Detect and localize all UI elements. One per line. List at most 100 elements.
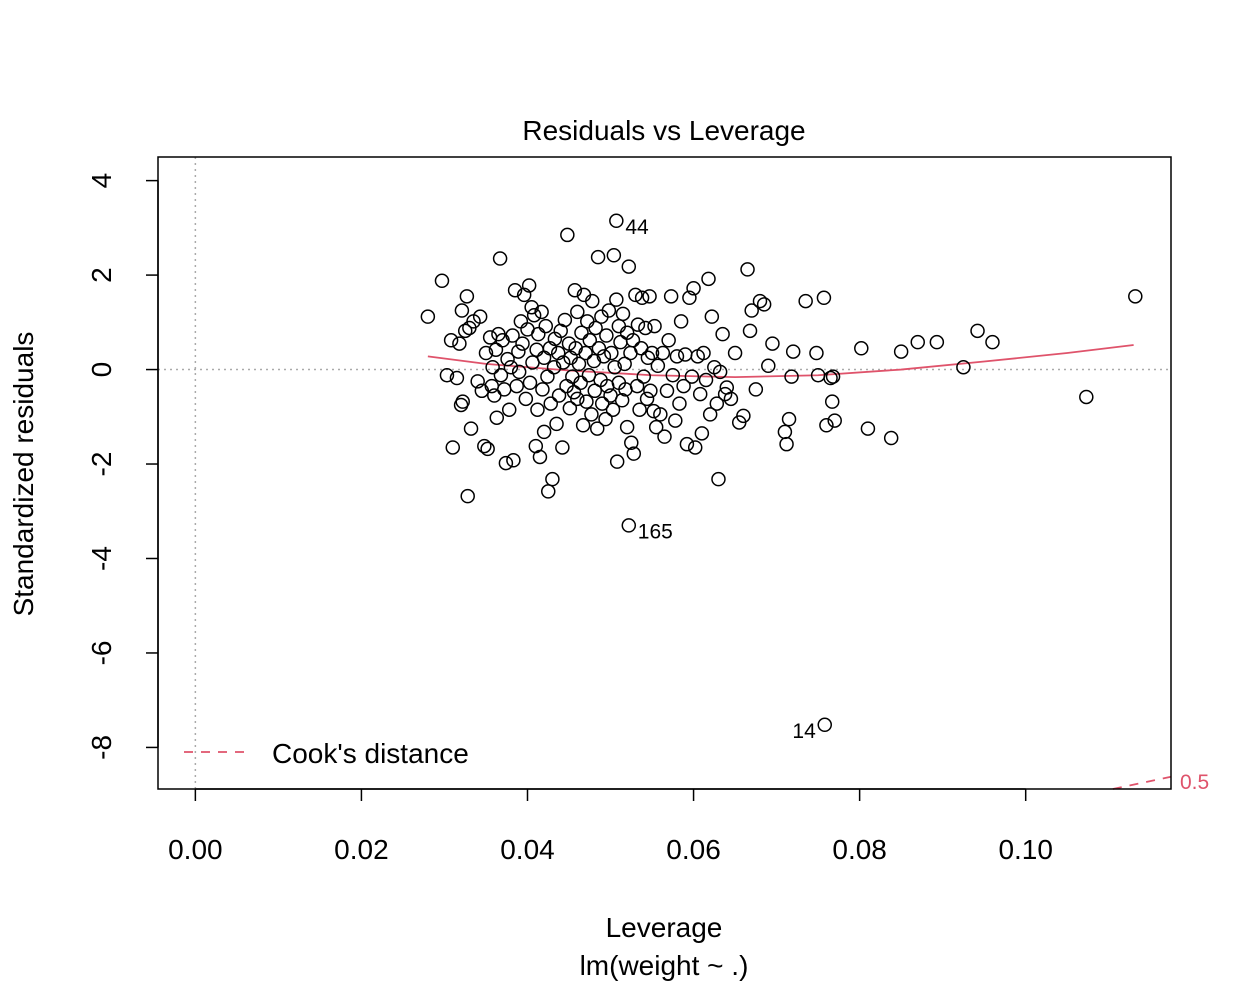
data-point: [511, 344, 526, 359]
data-point: [827, 413, 842, 428]
data-point: [498, 455, 514, 471]
data-point: [682, 290, 697, 306]
data-point: [854, 341, 869, 356]
data-point: [624, 435, 639, 451]
data-point: [470, 374, 485, 389]
data-point: [521, 278, 537, 293]
plot-frame: [157, 156, 1172, 790]
data-point: [605, 402, 621, 417]
data-point: [661, 333, 676, 348]
data-point: [883, 430, 899, 446]
data-point: [570, 391, 585, 407]
data-point: [526, 307, 542, 323]
data-point: [545, 471, 560, 487]
data-point: [824, 394, 840, 409]
data-point: [744, 303, 759, 318]
data-point: [500, 351, 515, 367]
x-tick-label: 0.04: [500, 834, 555, 865]
data-point: [560, 227, 575, 243]
point-labels-layer: 44 165 14: [625, 216, 816, 743]
legend-label-cooks-distance: Cook's distance: [272, 738, 469, 769]
data-point: [740, 262, 755, 277]
legend: Cook's distance: [184, 738, 469, 769]
data-point: [534, 304, 549, 320]
data-point: [457, 323, 473, 339]
data-point: [607, 359, 622, 375]
data-point: [970, 323, 985, 339]
x-tick-label: 0.08: [832, 834, 887, 865]
data-point: [434, 273, 450, 289]
points-layer: [420, 213, 1143, 733]
data-point: [634, 290, 650, 306]
y-axis-label: Standardized residuals: [8, 332, 39, 617]
data-point: [591, 341, 607, 356]
data-point: [672, 396, 687, 411]
data-point: [601, 303, 617, 318]
data-point: [455, 394, 470, 409]
data-point: [629, 378, 645, 394]
data-point: [765, 336, 780, 351]
data-point: [613, 334, 628, 350]
y-axis: 4 2 0 -2 -4 -6 -8: [86, 173, 159, 760]
chart-title: Residuals vs Leverage: [522, 115, 805, 146]
data-point: [1079, 389, 1094, 405]
data-point: [529, 342, 544, 357]
data-point: [636, 369, 651, 384]
smooth-line: [427, 344, 1134, 379]
data-point: [596, 349, 612, 364]
data-point: [472, 309, 488, 324]
x-tick-label: 0.06: [666, 834, 721, 865]
cooks-contour-layer: 0.5: [1112, 771, 1209, 794]
data-point: [574, 325, 589, 340]
data-point: [752, 293, 768, 309]
data-point: [723, 391, 739, 407]
data-point: [566, 384, 582, 400]
y-tick-label: 2: [86, 267, 117, 283]
data-point: [609, 213, 624, 229]
data-point: [678, 347, 693, 362]
data-point: [736, 408, 751, 424]
data-point: [756, 297, 772, 312]
data-point: [704, 309, 720, 324]
data-point: [509, 378, 524, 394]
data-point: [443, 333, 459, 348]
data-point: [632, 402, 647, 417]
smooth-line-layer: [427, 344, 1134, 379]
data-point: [594, 396, 610, 411]
data-point: [676, 378, 691, 394]
data-point: [609, 292, 624, 307]
data-point: [585, 293, 600, 309]
y-tick-label: -4: [86, 546, 117, 571]
data-point: [549, 416, 564, 432]
point-label-165: 165: [638, 520, 673, 543]
data-point: [599, 328, 614, 343]
data-point: [748, 382, 764, 397]
data-point: [555, 440, 570, 455]
data-point: [798, 293, 813, 309]
data-point: [642, 289, 657, 304]
data-point: [893, 344, 909, 359]
data-point: [809, 345, 824, 361]
data-point: [761, 358, 776, 374]
data-point: [579, 394, 594, 409]
data-point: [663, 289, 679, 304]
data-point: [530, 402, 545, 417]
data-point: [493, 367, 509, 383]
data-point: [823, 370, 838, 386]
data-point: [546, 359, 562, 375]
data-point: [511, 364, 527, 380]
point-label-14: 14: [792, 720, 816, 743]
data-point: [478, 345, 494, 361]
data-point: [929, 334, 945, 350]
data-point: [684, 369, 700, 384]
data-point: [650, 358, 666, 374]
data-point: [617, 356, 632, 372]
data-point: [487, 388, 502, 403]
data-point: [785, 344, 801, 359]
data-point: [580, 314, 595, 329]
data-point: [657, 429, 672, 444]
data-point: [659, 383, 675, 399]
data-point: [587, 383, 603, 399]
data-point: [709, 396, 725, 411]
